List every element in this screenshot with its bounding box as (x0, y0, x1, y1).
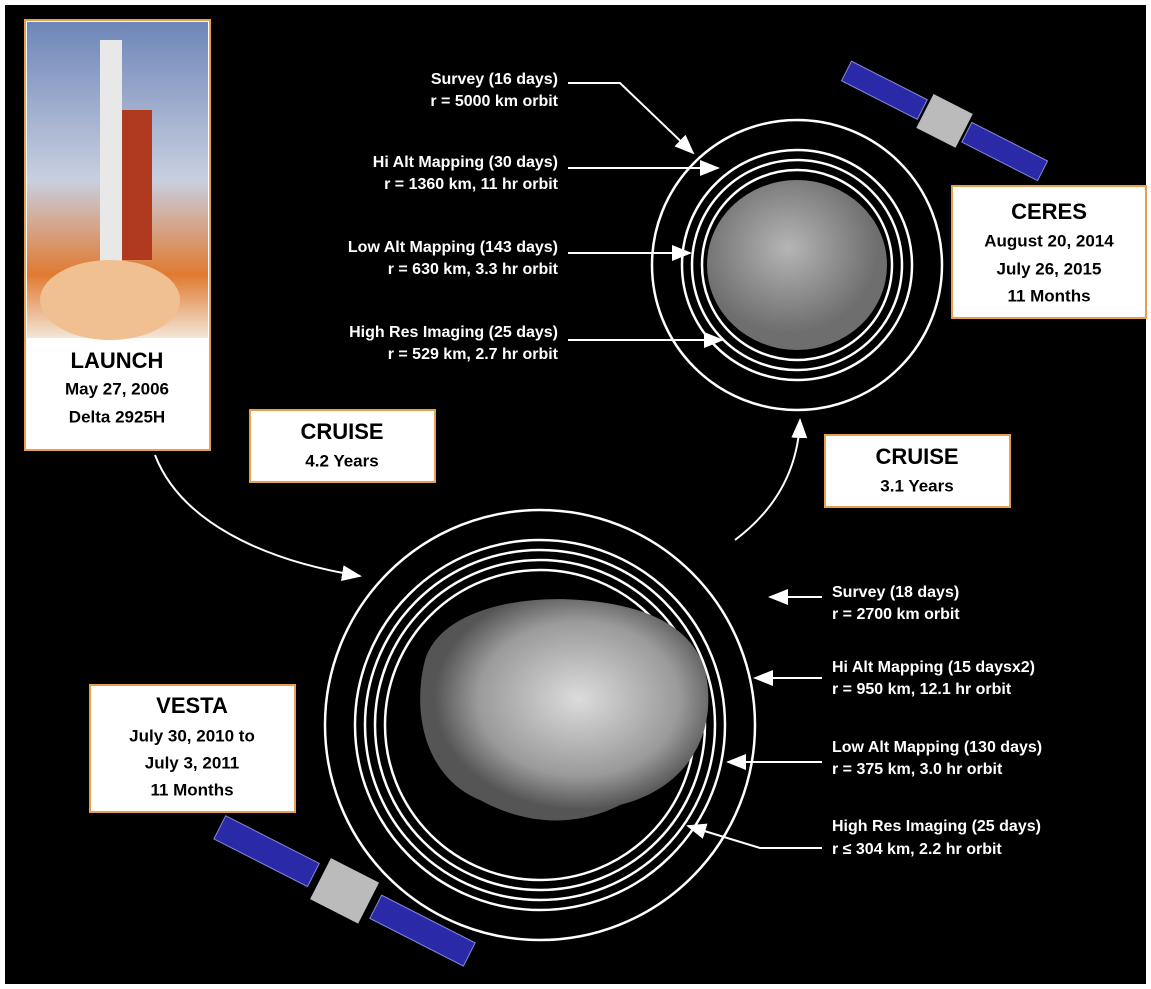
launch-title: LAUNCH (71, 348, 164, 373)
cruise-duration: 3.1 Years (880, 476, 953, 495)
orbit-radius: r = 375 km, 3.0 hr orbit (832, 761, 1003, 778)
vesta-arrows (686, 589, 822, 849)
ceres-system (650, 118, 944, 412)
ceres-box: CERES August 20, 2014 July 26, 2015 11 M… (951, 185, 1147, 319)
orbit-phase: Low Alt Mapping (143 days) (348, 239, 558, 256)
orbit-radius: r = 1360 km, 11 hr orbit (384, 176, 559, 193)
launch-vehicle: Delta 2925H (69, 407, 165, 426)
spacecraft (213, 815, 476, 967)
cruise-box: CRUISE 4.2 Years (249, 409, 436, 483)
ceres-title: CERES (1011, 199, 1087, 224)
orbit-radius: r = 529 km, 2.7 hr orbit (388, 346, 559, 363)
orbit-radius: r ≤ 304 km, 2.2 hr orbit (832, 841, 1002, 858)
cruise-title: CRUISE (875, 444, 958, 469)
orbit-phase: Survey (18 days) (832, 584, 959, 601)
orbit-phase: High Res Imaging (25 days) (832, 818, 1041, 835)
orbit-phase: Hi Alt Mapping (15 daysx2) (832, 659, 1035, 676)
orbit-phase: Hi Alt Mapping (30 days) (373, 154, 558, 171)
cruise-duration: 4.2 Years (305, 451, 378, 470)
vesta-box: VESTA July 30, 2010 to July 3, 2011 11 M… (89, 684, 296, 813)
spacecraft (840, 60, 1049, 182)
orbit-phase: Survey (16 days) (431, 71, 558, 88)
vesta-title: VESTA (156, 693, 228, 718)
trajectory-arrow (734, 418, 808, 541)
orbit-radius: r = 2700 km orbit (832, 606, 960, 623)
orbit-radius: r = 630 km, 3.3 hr orbit (388, 261, 559, 278)
ceres-date: July 26, 2015 (997, 259, 1102, 278)
ceres-duration: 11 Months (1007, 286, 1090, 305)
launch-date: May 27, 2006 (65, 379, 169, 398)
ceres-orbit-labels: Survey (16 days) r = 5000 km orbit Hi Al… (348, 71, 559, 363)
ceres-arrows (568, 82, 724, 348)
launch-panel: LAUNCH May 27, 2006 Delta 2925H (24, 19, 211, 451)
vesta-orbit-labels: Survey (18 days) r = 2700 km orbit Hi Al… (832, 584, 1042, 858)
orbit-phase: High Res Imaging (25 days) (349, 324, 558, 341)
vesta-date: July 3, 2011 (145, 753, 240, 772)
cruise-title: CRUISE (300, 419, 383, 444)
vesta-date: July 30, 2010 to (129, 726, 255, 745)
orbit-phase: Low Alt Mapping (130 days) (832, 739, 1042, 756)
ceres-date: August 20, 2014 (984, 231, 1114, 250)
orbit-radius: r = 950 km, 12.1 hr orbit (832, 681, 1012, 698)
trajectory-arrow (154, 454, 362, 582)
vesta-duration: 11 Months (150, 780, 233, 799)
cruise-box: CRUISE 3.1 Years (824, 434, 1011, 508)
vesta-system (323, 508, 757, 942)
orbit-radius: r = 5000 km orbit (430, 93, 558, 110)
